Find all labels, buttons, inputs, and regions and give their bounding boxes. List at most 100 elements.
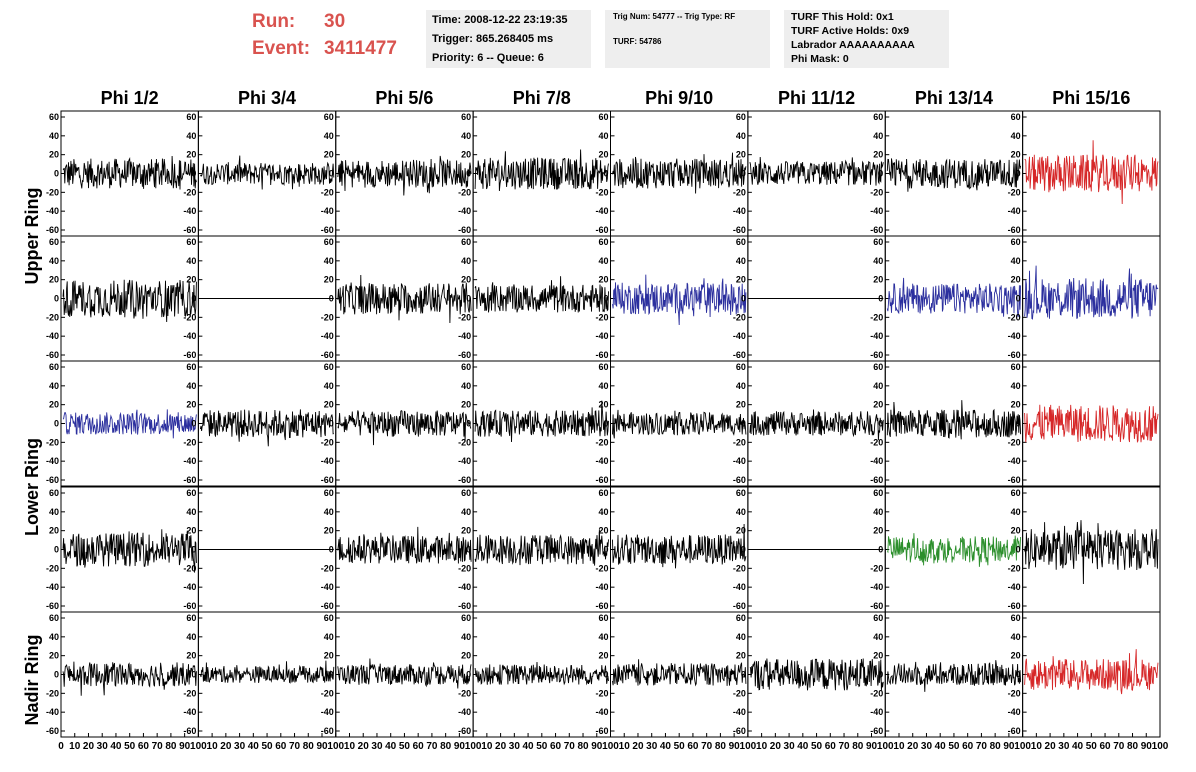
y-tick-label: -40 (1008, 331, 1021, 341)
y-tick-label: -40 (733, 206, 746, 216)
y-tick-label: -20 (870, 187, 883, 197)
y-tick-label: 0 (741, 294, 746, 304)
y-tick-label: -40 (595, 582, 608, 592)
y-tick-label: 20 (873, 150, 883, 160)
waveform-trace-black (200, 155, 335, 190)
y-tick-label: 0 (741, 169, 746, 179)
x-tick-label: 40 (1072, 741, 1084, 752)
y-tick-label: -60 (46, 726, 59, 736)
ring-label-0: Upper Ring (22, 188, 42, 285)
priority-text: Priority: 6 -- Queue: 6 (432, 52, 544, 64)
y-tick-label: -40 (458, 582, 471, 592)
waveform-trace-black (474, 661, 609, 686)
y-tick-label: -20 (321, 563, 334, 573)
x-tick-label: 70 (701, 741, 713, 752)
waveform-trace-blue (1024, 265, 1159, 320)
y-tick-label: 0 (1016, 670, 1021, 680)
y-tick-label: -40 (46, 707, 59, 717)
y-tick-label: 20 (324, 150, 334, 160)
panel-r3-c3: 60 40 20 0 -20 -40 -60 (458, 486, 611, 613)
panel-r2-c5: 60 40 20 0 -20 -40 -60 (733, 360, 886, 487)
y-tick-label: 20 (736, 651, 746, 661)
y-tick-label: -40 (870, 456, 883, 466)
y-tick-label: 60 (461, 237, 471, 247)
panel-r4-c3: 60 40 20 0 -20 -40 -60 (458, 611, 611, 738)
y-tick-label: 20 (1011, 150, 1021, 160)
y-tick-label: 0 (878, 294, 883, 304)
y-tick-label: 40 (186, 507, 196, 517)
x-tick-label: 0 (58, 741, 64, 752)
x-tick-label: 40 (660, 741, 672, 752)
y-tick-label: -60 (183, 726, 196, 736)
y-tick-label: 40 (324, 632, 334, 642)
y-tick-label: 0 (603, 419, 608, 429)
ring-label-1: Lower Ring (22, 438, 42, 536)
x-tick-label: 100 (1014, 741, 1031, 752)
y-tick-label: -60 (46, 350, 59, 360)
x-tick-label: 60 (962, 741, 974, 752)
panel-r1-c4: 60 40 20 0 -20 -40 -60 (595, 235, 749, 362)
y-tick-label: 40 (186, 131, 196, 141)
x-tick-label: 50 (124, 741, 136, 752)
y-tick-label: -40 (1008, 707, 1021, 717)
panel-r2-c0: 60 40 20 0 -20 -40 -60 (46, 360, 199, 487)
panel-r3-c7: 60 40 20 0 -20 -40 -60 (1008, 486, 1161, 613)
x-tick-label: 70 (564, 741, 576, 752)
column-header-phi-5: Phi 9/10 (645, 88, 713, 108)
column-header-phi-2: Phi 3/4 (238, 88, 296, 108)
y-tick-label: -60 (870, 475, 883, 485)
waveform-trace-black (62, 155, 197, 190)
event-row: Event: 3411477 (252, 35, 397, 62)
panel-r3-c0: 60 40 20 0 -20 -40 -60 (46, 486, 199, 613)
y-tick-label: 0 (54, 169, 59, 179)
y-tick-label: 60 (186, 237, 196, 247)
waveform-trace-black (62, 279, 197, 323)
y-tick-label: -60 (458, 601, 471, 611)
y-tick-label: 40 (186, 256, 196, 266)
y-tick-label: 40 (873, 632, 883, 642)
x-tick-label: 100 (465, 741, 482, 752)
y-tick-label: 20 (598, 400, 608, 410)
y-tick-label: -40 (46, 582, 59, 592)
y-tick-label: -20 (870, 688, 883, 698)
y-tick-label: 60 (598, 613, 608, 623)
x-tick-label: 30 (646, 741, 658, 752)
y-tick-label: -20 (458, 437, 471, 447)
y-tick-label: 20 (736, 400, 746, 410)
y-tick-label: -40 (458, 206, 471, 216)
y-tick-label: -40 (321, 331, 334, 341)
panel-r0-c6: 60 40 20 0 -20 -40 -60 (870, 110, 1024, 237)
x-tick-label: 90 (591, 741, 603, 752)
y-tick-label: 60 (736, 613, 746, 623)
y-tick-label: 20 (598, 275, 608, 285)
y-tick-label: -20 (183, 187, 196, 197)
waveform-trace-black (337, 658, 472, 689)
y-tick-label: 20 (186, 651, 196, 661)
run-value: 30 (324, 11, 346, 32)
column-header-phi-8: Phi 15/16 (1052, 88, 1130, 108)
y-tick-label: -20 (1008, 437, 1021, 447)
labrador-text: Labrador AAAAAAAAAA (791, 39, 915, 51)
y-tick-label: -20 (595, 688, 608, 698)
x-tick-label: 10 (893, 741, 905, 752)
y-tick-label: 20 (1011, 526, 1021, 536)
y-tick-label: -20 (595, 437, 608, 447)
panel-r3-c2: 60 40 20 0 -20 -40 -60 (321, 486, 474, 613)
y-tick-label: -40 (183, 582, 196, 592)
y-tick-label: 60 (873, 362, 883, 372)
event-value: 3411477 (324, 38, 397, 59)
y-tick-label: 20 (186, 526, 196, 536)
y-tick-label: -60 (733, 475, 746, 485)
trigger-text: Trigger: 865.268405 ms (432, 33, 554, 45)
y-tick-label: 20 (49, 150, 59, 160)
panel-r4-c4: 60 40 20 0 -20 -40 -60 (595, 611, 749, 738)
column-header-phi-4: Phi 7/8 (513, 88, 571, 108)
waveform-trace-black (612, 409, 747, 439)
y-tick-label: 60 (736, 362, 746, 372)
y-tick-label: -20 (733, 187, 746, 197)
x-tick-label: 50 (536, 741, 548, 752)
waveform-trace-black (886, 400, 1022, 440)
y-tick-label: 60 (461, 488, 471, 498)
y-tick-label: 20 (873, 400, 883, 410)
